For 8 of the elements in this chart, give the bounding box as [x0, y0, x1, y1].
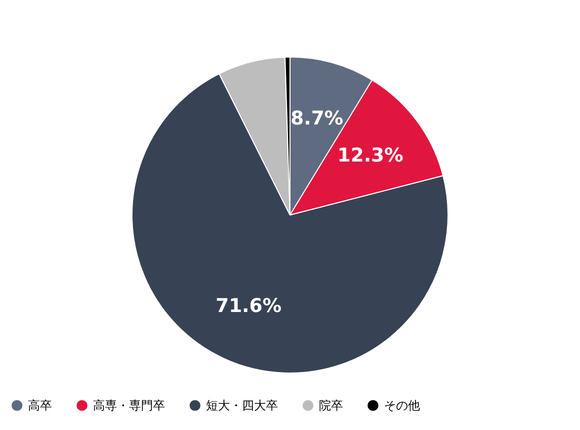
data-label: 8.7% [290, 108, 344, 130]
legend-label: その他 [384, 398, 420, 412]
legend-label: 高専・専門卒 [93, 398, 165, 412]
legend-label: 短大・四大卒 [206, 398, 278, 412]
data-label: 12.3% [337, 144, 404, 166]
legend-label: 高卒 [28, 398, 52, 412]
legend-label: 院卒 [319, 398, 343, 412]
data-label: 71.6% [216, 295, 282, 318]
